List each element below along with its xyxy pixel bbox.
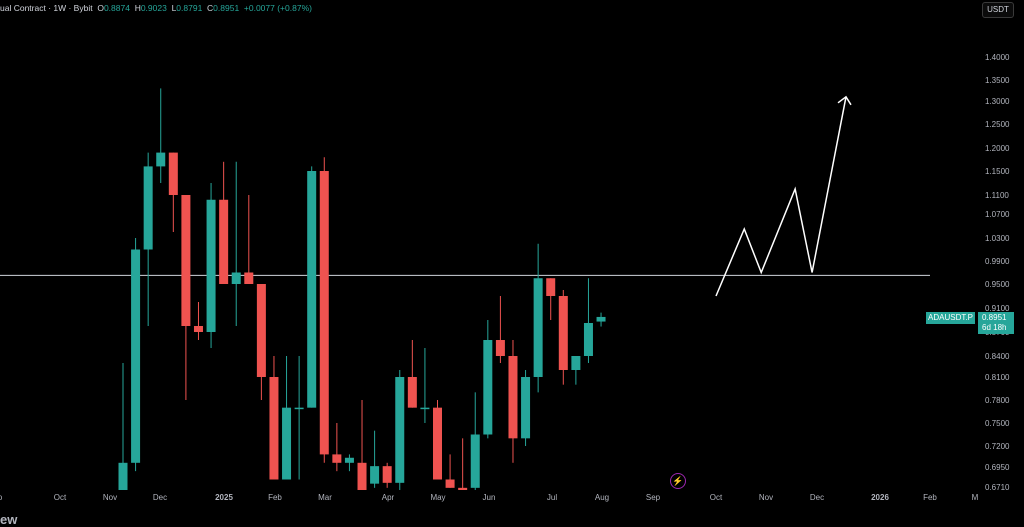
y-axis-tick-label: 1.0300	[985, 234, 1010, 243]
x-axis-tick-label: p	[0, 493, 3, 502]
symbol-price-tag: ADAUSDT.P	[926, 312, 975, 324]
candle-body	[508, 356, 518, 439]
x-axis-tick-label: Sep	[646, 493, 661, 502]
legend-high-label: H	[134, 3, 141, 13]
candle-body	[193, 326, 203, 332]
candle-body	[269, 377, 279, 480]
y-axis-tick-label: 0.8100	[985, 373, 1010, 382]
x-axis-tick-label: Dec	[153, 493, 167, 502]
candle-body	[206, 199, 216, 332]
candle-body	[332, 454, 342, 463]
x-axis-tick-label: Aug	[595, 493, 609, 502]
candle-body	[319, 171, 329, 455]
y-axis-tick-label: 0.7200	[985, 442, 1010, 451]
candle-body	[282, 407, 292, 480]
legend-open: 0.8874	[103, 3, 130, 13]
candle-body	[244, 272, 254, 284]
candle-body	[370, 466, 380, 484]
x-axis-tick-label: Oct	[54, 493, 67, 502]
projection-path	[715, 96, 847, 297]
currency-button[interactable]: USDT	[982, 2, 1014, 18]
y-axis-tick-label: 1.1500	[985, 167, 1010, 176]
legend-low-label: L	[171, 3, 177, 13]
legend-change: +0.0077 (+0.87%)	[243, 3, 312, 13]
legend-close: 0.8951	[213, 3, 240, 13]
y-axis-tick-label: 0.7500	[985, 419, 1010, 428]
y-axis-tick-label: 1.0700	[985, 210, 1010, 219]
candle-body	[143, 166, 153, 250]
y-axis-tick-label: 0.9100	[985, 304, 1010, 313]
last-price-box: 0.8951 6d 18h	[978, 312, 1014, 334]
candle-body	[521, 377, 531, 439]
candle-body	[344, 457, 354, 463]
legend-close-label: C	[207, 3, 214, 13]
x-axis-tick-label: Jul	[547, 493, 557, 502]
candle-body	[181, 195, 191, 326]
symbol-legend: ual Contract · 1W · Bybit O0.8874 H0.902…	[0, 3, 312, 13]
candle-body	[483, 340, 493, 435]
y-axis-tick-label: 1.1100	[985, 191, 1009, 200]
lightning-icon[interactable]: ⚡	[670, 473, 686, 489]
candle-body	[571, 356, 581, 370]
candle-body	[407, 377, 417, 408]
candle-body	[294, 407, 304, 410]
x-axis-tick-label: Jun	[483, 493, 496, 502]
candle-body	[546, 278, 556, 296]
candle-body	[156, 152, 166, 167]
legend-open-label: O	[97, 3, 104, 13]
tradingview-logo: ew	[0, 512, 18, 527]
y-axis-tick-label: 0.6710	[985, 483, 1010, 492]
candle-body	[445, 479, 455, 488]
bar-countdown: 6d 18h	[982, 323, 1007, 332]
candle-body	[307, 171, 317, 408]
candle-body	[458, 487, 468, 490]
x-axis-tick-label: Mar	[318, 493, 332, 502]
last-price: 0.8951	[982, 313, 1007, 322]
candle-body	[118, 462, 128, 490]
x-axis-tick-label: 2026	[871, 493, 889, 502]
legend-title: ual Contract · 1W · Bybit	[0, 3, 93, 13]
candle-body	[558, 296, 568, 370]
x-axis-tick-label: Oct	[710, 493, 723, 502]
candle-body	[596, 316, 606, 322]
candle-body	[131, 249, 141, 463]
candle-body	[231, 272, 241, 284]
y-axis-tick-label: 0.9500	[985, 280, 1010, 289]
y-axis-tick-label: 1.3000	[985, 97, 1010, 106]
candle-body	[382, 466, 392, 483]
candle-body	[357, 462, 367, 490]
candle-body	[420, 407, 430, 410]
x-axis-tick-label: Nov	[103, 493, 117, 502]
x-axis-tick-label: Apr	[382, 493, 395, 502]
candle-body	[168, 152, 178, 195]
y-axis-tick-label: 0.8400	[985, 352, 1010, 361]
x-axis-tick-label: 2025	[215, 493, 233, 502]
x-axis-tick-label: Dec	[810, 493, 824, 502]
candle-body	[219, 199, 229, 284]
candle-body	[533, 278, 543, 377]
x-axis-tick-label: Nov	[759, 493, 773, 502]
projection-arrowhead	[837, 95, 852, 106]
candle-body	[583, 323, 593, 356]
legend-low: 0.8791	[176, 3, 203, 13]
y-axis-tick-label: 1.2500	[985, 120, 1010, 129]
candle-body	[495, 340, 505, 356]
y-axis-tick-label: 1.2000	[985, 144, 1010, 153]
y-axis-tick-label: 0.9900	[985, 257, 1010, 266]
y-axis-tick-label: 0.7800	[985, 396, 1010, 405]
legend-high: 0.9023	[140, 3, 167, 13]
y-axis-tick-label: 1.3500	[985, 76, 1010, 85]
candle-body	[256, 284, 266, 377]
y-axis-tick-label: 1.4000	[985, 53, 1010, 62]
x-axis-tick-label: Feb	[268, 493, 282, 502]
x-axis-tick-label: Feb	[923, 493, 937, 502]
candle-body	[433, 407, 442, 480]
y-axis-tick-label: 0.6950	[985, 463, 1010, 472]
candle-body	[395, 377, 405, 483]
x-axis-tick-label: M	[972, 493, 979, 502]
candle-body	[470, 434, 480, 488]
x-axis-tick-label: May	[430, 493, 445, 502]
